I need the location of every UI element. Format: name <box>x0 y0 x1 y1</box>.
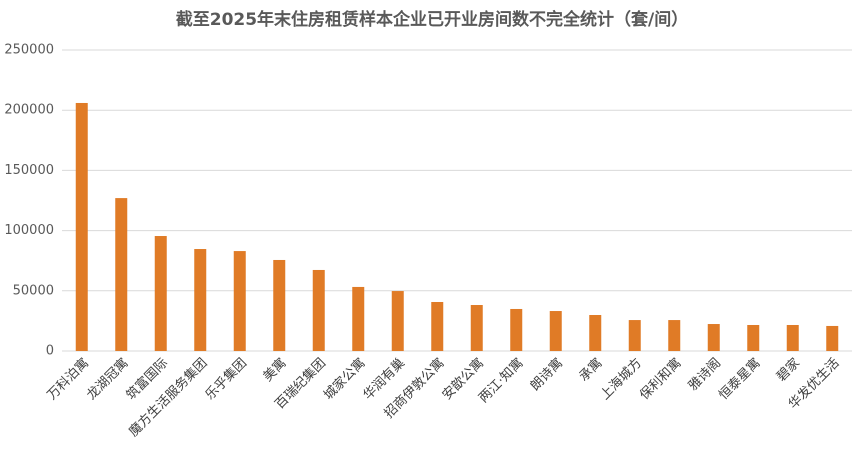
y-tick-label: 50000 <box>13 283 54 298</box>
bar <box>470 305 483 351</box>
y-tick-label: 250000 <box>4 43 54 58</box>
y-tick-label: 200000 <box>4 103 54 118</box>
x-tick-label: 朗诗寓 <box>527 355 566 394</box>
x-tick-label: 保利和寓 <box>636 355 684 403</box>
x-tick-label: 美寓 <box>260 355 290 385</box>
bar <box>707 324 720 351</box>
bar <box>510 308 523 351</box>
bar <box>431 301 444 351</box>
bar <box>549 311 562 351</box>
y-tick-label: 0 <box>46 344 54 359</box>
bar <box>194 249 207 351</box>
bar <box>115 198 128 351</box>
bar <box>786 324 799 351</box>
x-tick-label: 雅诗阁 <box>686 356 724 394</box>
bar <box>391 291 404 351</box>
bar <box>826 325 839 351</box>
bar <box>668 320 681 351</box>
x-tick-label: 乐乎集团 <box>202 355 250 403</box>
bar <box>352 286 365 351</box>
bar <box>273 259 286 351</box>
y-tick-label: 150000 <box>4 163 54 178</box>
x-tick-label: 万科泊寓 <box>44 355 92 403</box>
x-tick-label: 承寓 <box>576 355 606 385</box>
bar <box>312 269 325 351</box>
bar <box>628 320 641 351</box>
y-tick-label: 100000 <box>4 223 54 238</box>
bar <box>154 236 167 351</box>
chart-title: 截至2025年末住房租赁样本企业已开业房间数不完全统计（套/间） <box>176 9 689 30</box>
x-tick-label: 恒泰星寓 <box>715 355 763 403</box>
bar <box>75 102 88 351</box>
x-tick-label: 上海城方 <box>597 355 645 403</box>
bar <box>589 315 602 351</box>
x-tick-label: 城家公寓 <box>320 355 368 403</box>
x-tick-label: 龙湖冠寓 <box>83 355 131 403</box>
x-tick-label: 碧家 <box>773 355 803 385</box>
bar <box>747 324 760 351</box>
bar <box>233 251 246 351</box>
